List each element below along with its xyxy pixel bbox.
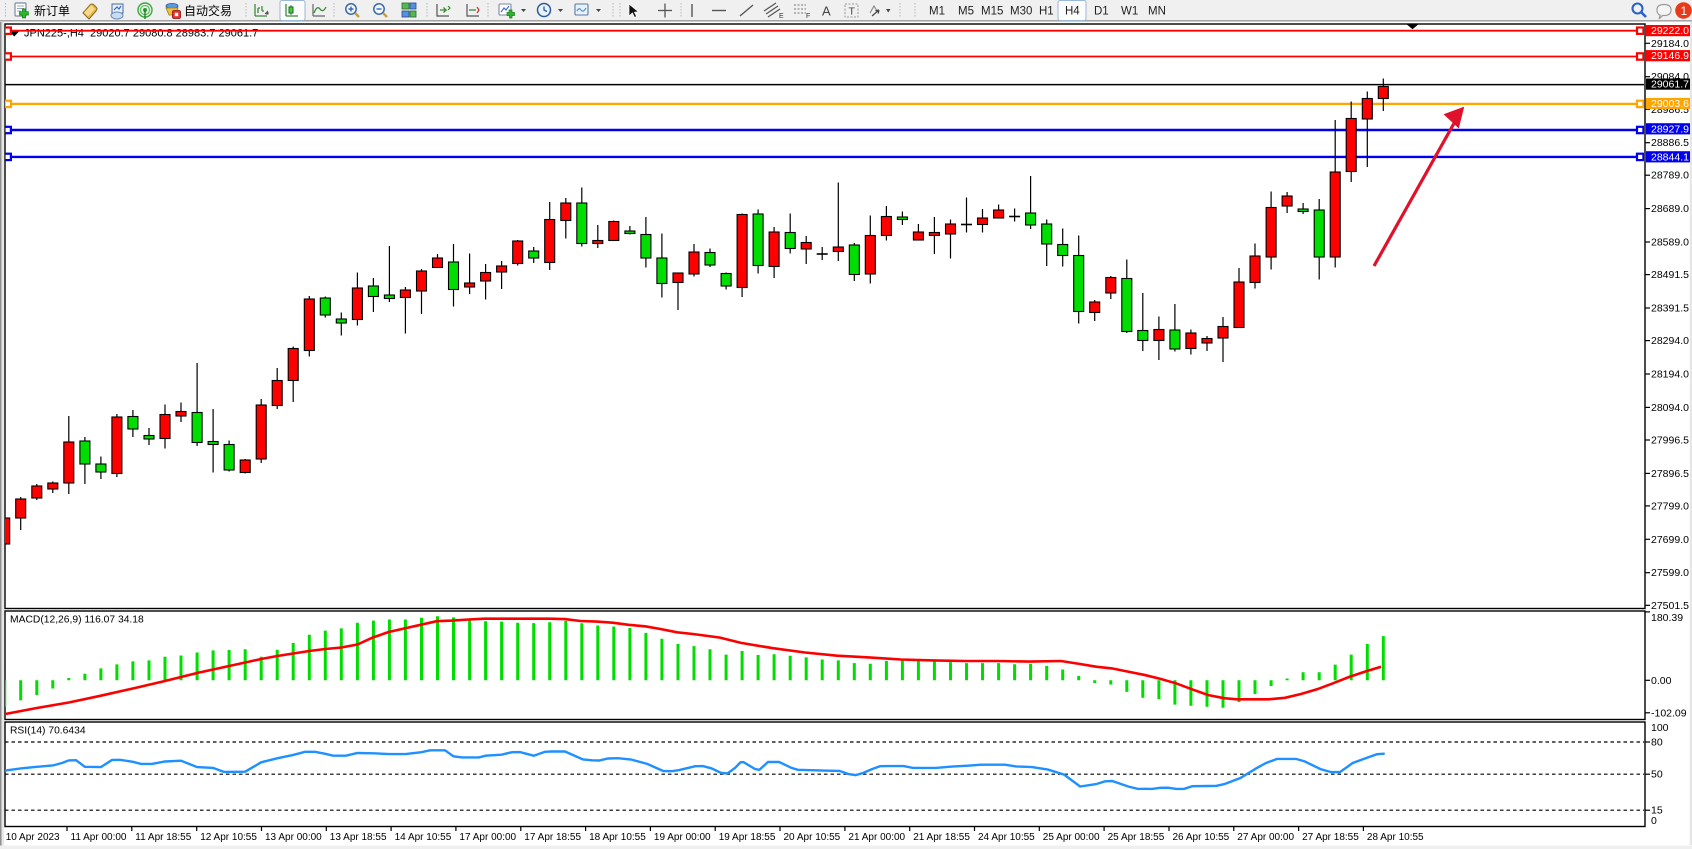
svg-text:12 Apr 10:55: 12 Apr 10:55 [200, 832, 257, 843]
svg-text:自动交易: 自动交易 [184, 3, 232, 18]
svg-text:27699.0: 27699.0 [1651, 534, 1689, 546]
svg-text:11 Apr 18:55: 11 Apr 18:55 [135, 832, 191, 843]
svg-text:28 Apr 10:55: 28 Apr 10:55 [1367, 832, 1424, 843]
svg-text:MACD(12,26,9) 116.07 34.18: MACD(12,26,9) 116.07 34.18 [10, 615, 144, 626]
svg-text:27501.5: 27501.5 [1651, 600, 1689, 612]
svg-text:H4: H4 [1065, 6, 1080, 18]
svg-text:13 Apr 18:55: 13 Apr 18:55 [330, 832, 387, 843]
svg-text:28094.0: 28094.0 [1651, 402, 1689, 414]
svg-text:-102.09: -102.09 [1651, 707, 1687, 719]
svg-text:26 Apr 10:55: 26 Apr 10:55 [1173, 832, 1230, 843]
svg-text:27599.0: 27599.0 [1651, 567, 1689, 579]
svg-text:17 Apr 00:00: 17 Apr 00:00 [459, 832, 516, 843]
svg-text:27 Apr 18:55: 27 Apr 18:55 [1302, 832, 1359, 843]
svg-text:27799.0: 27799.0 [1651, 500, 1689, 512]
svg-text:28294.0: 28294.0 [1651, 335, 1689, 347]
svg-text:W1: W1 [1121, 6, 1138, 18]
svg-text:180.39: 180.39 [1651, 612, 1683, 624]
svg-text:25 Apr 00:00: 25 Apr 00:00 [1043, 832, 1100, 843]
svg-text:29146.9: 29146.9 [1651, 50, 1689, 62]
svg-text:M1: M1 [929, 6, 945, 18]
svg-text:20 Apr 10:55: 20 Apr 10:55 [784, 832, 841, 843]
svg-text:28391.5: 28391.5 [1651, 303, 1689, 315]
svg-text:28491.5: 28491.5 [1651, 269, 1689, 281]
svg-text:A: A [822, 4, 831, 19]
svg-text:0.00: 0.00 [1651, 675, 1672, 687]
svg-text:28589.0: 28589.0 [1651, 237, 1689, 249]
svg-text:29222.0: 29222.0 [1651, 25, 1689, 37]
svg-text:JPN225-,H4 29020.7 29080.8 28: JPN225-,H4 29020.7 29080.8 28983.7 29061… [24, 28, 258, 40]
svg-text:RSI(14) 70.6434: RSI(14) 70.6434 [10, 726, 86, 737]
svg-text:0: 0 [1651, 815, 1657, 827]
svg-text:新订单: 新订单 [34, 3, 70, 18]
svg-text:19 Apr 18:55: 19 Apr 18:55 [719, 832, 776, 843]
svg-text:10 Apr 2023: 10 Apr 2023 [6, 832, 60, 843]
svg-text:50: 50 [1651, 769, 1663, 781]
svg-text:100: 100 [1651, 722, 1669, 734]
svg-text:13 Apr 00:00: 13 Apr 00:00 [265, 832, 322, 843]
svg-text:27996.5: 27996.5 [1651, 435, 1689, 447]
svg-text:25 Apr 18:55: 25 Apr 18:55 [1108, 832, 1165, 843]
svg-text:H1: H1 [1039, 6, 1054, 18]
svg-text:27896.5: 27896.5 [1651, 468, 1689, 480]
svg-text:15: 15 [1651, 805, 1663, 817]
svg-text:M5: M5 [958, 6, 974, 18]
svg-text:29184.0: 29184.0 [1651, 38, 1689, 50]
svg-text:17 Apr 18:55: 17 Apr 18:55 [524, 832, 581, 843]
svg-text:M30: M30 [1010, 6, 1032, 18]
svg-text:1: 1 [1681, 4, 1688, 18]
svg-text:24 Apr 10:55: 24 Apr 10:55 [978, 832, 1035, 843]
svg-text:28844.1: 28844.1 [1651, 151, 1689, 163]
svg-text:M15: M15 [981, 6, 1003, 18]
svg-text:28789.0: 28789.0 [1651, 170, 1689, 182]
svg-text:14 Apr 10:55: 14 Apr 10:55 [395, 832, 452, 843]
svg-text:T: T [849, 6, 856, 18]
svg-text:28886.5: 28886.5 [1651, 137, 1689, 149]
svg-text:80: 80 [1651, 737, 1663, 749]
svg-text:29003.6: 29003.6 [1651, 98, 1689, 110]
svg-text:27 Apr 00:00: 27 Apr 00:00 [1237, 832, 1294, 843]
svg-text:21 Apr 18:55: 21 Apr 18:55 [913, 832, 970, 843]
svg-text:28689.0: 28689.0 [1651, 203, 1689, 215]
svg-text:E: E [779, 13, 784, 20]
svg-text:11 Apr 00:00: 11 Apr 00:00 [71, 832, 127, 843]
svg-text:MN: MN [1148, 6, 1166, 18]
svg-text:28927.9: 28927.9 [1651, 123, 1689, 135]
svg-text:28194.0: 28194.0 [1651, 369, 1689, 381]
svg-text:19 Apr 00:00: 19 Apr 00:00 [654, 832, 711, 843]
svg-text:F: F [806, 13, 810, 20]
svg-text:D1: D1 [1094, 6, 1109, 18]
svg-text:18 Apr 10:55: 18 Apr 10:55 [589, 832, 646, 843]
svg-text:29061.7: 29061.7 [1651, 79, 1689, 91]
svg-text:21 Apr 00:00: 21 Apr 00:00 [848, 832, 905, 843]
